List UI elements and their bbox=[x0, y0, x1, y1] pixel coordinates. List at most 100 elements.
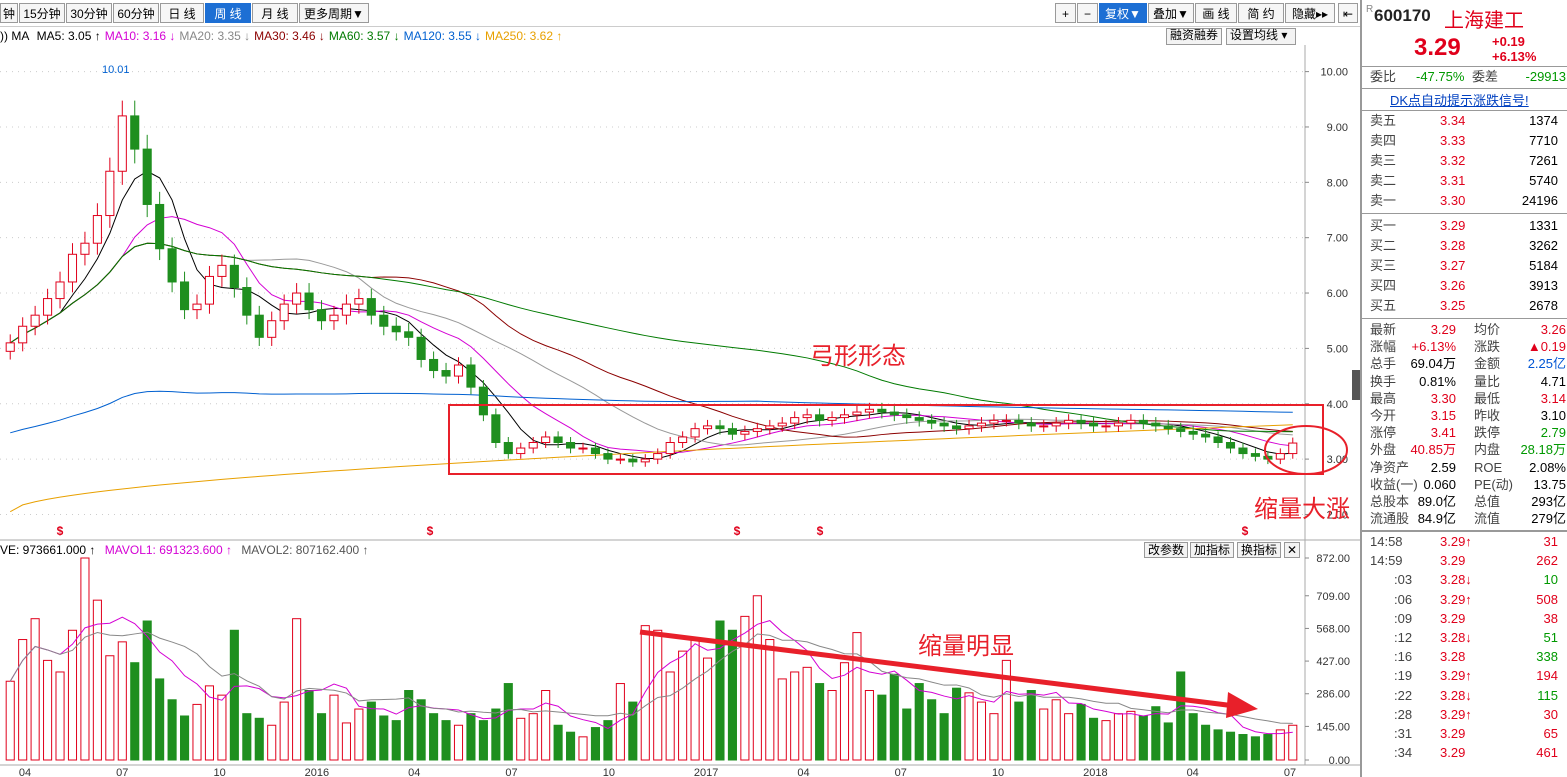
volume-bar bbox=[777, 678, 787, 761]
volume-bar bbox=[67, 629, 78, 761]
candle-body bbox=[553, 436, 563, 444]
draw-line-button[interactable]: 画 线 bbox=[1195, 3, 1237, 23]
volume-bar bbox=[429, 713, 439, 761]
candle-body bbox=[1250, 453, 1260, 457]
stat-row: 总股本 89.0亿 总值 293亿 bbox=[1370, 494, 1566, 509]
dk-signal-link[interactable]: DK点自动提示涨跌信号! bbox=[1390, 93, 1529, 108]
stat-row: 总手 69.04万 金额 2.25亿 bbox=[1370, 356, 1566, 372]
ma-prefix: )) MA bbox=[0, 29, 30, 43]
tick-row: :09 3.29 38 bbox=[1394, 610, 1558, 626]
volume-bar bbox=[292, 618, 302, 761]
volume-bar bbox=[167, 699, 177, 761]
tab-15min[interactable]: 15分钟 bbox=[19, 3, 65, 23]
candle-body bbox=[665, 442, 675, 455]
volume-bar bbox=[939, 713, 949, 761]
hide-panel-button[interactable]: 隐藏▸▸ bbox=[1285, 3, 1335, 23]
candle-body bbox=[566, 442, 576, 449]
volume-bar bbox=[528, 713, 538, 761]
candle-body bbox=[379, 314, 389, 327]
close-indicator-icon[interactable]: ✕ bbox=[1284, 542, 1300, 558]
edit-params-button[interactable]: 改参数 bbox=[1144, 542, 1189, 558]
arrowhead-icon bbox=[1226, 692, 1258, 718]
shrink-volume-annotation: 缩量明显 bbox=[918, 633, 1014, 660]
volume-bar bbox=[1026, 690, 1036, 761]
candle-body bbox=[229, 264, 239, 289]
tab-60min[interactable]: 60分钟 bbox=[113, 3, 159, 23]
tick-row: :06 3.29↑ 508 bbox=[1394, 591, 1558, 607]
candle-body bbox=[142, 148, 152, 205]
volume-bar bbox=[5, 680, 15, 761]
volume-bar bbox=[590, 727, 601, 761]
volume-bar bbox=[80, 557, 90, 761]
time-tick-label: 2018 bbox=[1083, 767, 1107, 777]
tick-row: :12 3.28↓ 51 bbox=[1394, 630, 1558, 645]
zoom-out-button[interactable]: − bbox=[1077, 3, 1098, 23]
ask-row: 卖三 3.32 7261 bbox=[1370, 153, 1558, 168]
ma-settings-button[interactable]: 设置均线 ▾ bbox=[1226, 28, 1296, 45]
candle-body bbox=[292, 292, 302, 305]
volume-bar bbox=[491, 708, 501, 761]
candle-body bbox=[914, 417, 924, 421]
volume-bar bbox=[341, 722, 351, 761]
time-tick-label: 10 bbox=[213, 767, 225, 777]
candle-body bbox=[1026, 422, 1036, 427]
volume-bar bbox=[690, 639, 700, 761]
volume-bar bbox=[453, 724, 464, 761]
candle-body bbox=[702, 425, 713, 430]
volume-bar bbox=[478, 720, 488, 761]
time-tick-label: 07 bbox=[895, 767, 907, 777]
margin-trading-button[interactable]: 融资融券 bbox=[1166, 28, 1223, 45]
candle-body bbox=[976, 422, 987, 427]
candle-body bbox=[304, 292, 314, 311]
volume-bar bbox=[379, 715, 389, 761]
volume-bar bbox=[752, 595, 762, 761]
volume-bar bbox=[354, 708, 364, 761]
volume-bar bbox=[1213, 729, 1223, 761]
overlay-dropdown[interactable]: 叠加▼ bbox=[1148, 3, 1194, 23]
candle-body bbox=[752, 428, 762, 432]
volume-bar bbox=[578, 736, 588, 761]
vol-value: VE: 973661.000 ↑ bbox=[0, 543, 96, 557]
candle-body bbox=[180, 281, 190, 311]
panel-collapse-handle[interactable] bbox=[1352, 370, 1360, 400]
add-indicator-button[interactable]: 加指标 bbox=[1190, 542, 1235, 558]
tick-row: :28 3.29↑ 30 bbox=[1394, 706, 1558, 722]
price-change: +0.19 bbox=[1492, 34, 1525, 49]
pin-icon[interactable]: ⇤ bbox=[1338, 3, 1358, 23]
bid-row: 买三 3.27 5184 bbox=[1370, 258, 1558, 273]
candle-body bbox=[254, 314, 264, 338]
tab-weekly[interactable]: 周 线 bbox=[205, 3, 251, 23]
volume-bar bbox=[1225, 731, 1236, 761]
zoom-in-button[interactable]: + bbox=[1055, 3, 1076, 23]
stat-row: 净资产 2.59 ROE 2.08% bbox=[1370, 459, 1566, 475]
last-price: 3.29 bbox=[1414, 34, 1461, 61]
volume-bar bbox=[316, 713, 327, 761]
tab-daily[interactable]: 日 线 bbox=[160, 3, 204, 23]
volume-bar bbox=[653, 629, 663, 761]
candle-body bbox=[615, 458, 625, 461]
candle-body bbox=[155, 203, 165, 250]
stock-chart[interactable]: 10.01 10.00 9.00 8.00 7.00 6.00 5.00 4.00 3.00 2… bbox=[0, 45, 1360, 777]
volume-bar bbox=[142, 620, 152, 761]
simple-mode-button[interactable]: 简 约 bbox=[1238, 3, 1284, 23]
adjust-rights-dropdown[interactable]: 复权▼ bbox=[1099, 3, 1147, 23]
switch-indicator-button[interactable]: 换指标 bbox=[1237, 542, 1282, 558]
candle-body bbox=[1138, 419, 1148, 424]
tab-30min[interactable]: 30分钟 bbox=[66, 3, 112, 23]
candle-body bbox=[478, 386, 488, 416]
order-ratio-row: 委比 -47.75% 委差 -29913 bbox=[1370, 69, 1566, 84]
ma20-line bbox=[9, 242, 1293, 446]
ma-legend-item: MA120: 3.55 ↓ bbox=[403, 29, 481, 43]
ma-legend-item: MA5: 3.05 ↑ bbox=[36, 29, 101, 43]
volume-bar bbox=[665, 671, 675, 761]
volume-bar bbox=[1188, 713, 1198, 761]
volume-bar bbox=[391, 720, 401, 761]
tab-5min[interactable]: 钟 bbox=[0, 3, 18, 23]
candle-body bbox=[1163, 425, 1173, 430]
more-periods-dropdown[interactable]: 更多周期▼ bbox=[299, 3, 369, 23]
candle-body bbox=[267, 320, 277, 338]
tab-monthly[interactable]: 月 线 bbox=[252, 3, 298, 23]
price-tick-label: 7.00 bbox=[1327, 233, 1348, 245]
volume-bar bbox=[30, 618, 40, 761]
volume-bar bbox=[466, 713, 476, 761]
